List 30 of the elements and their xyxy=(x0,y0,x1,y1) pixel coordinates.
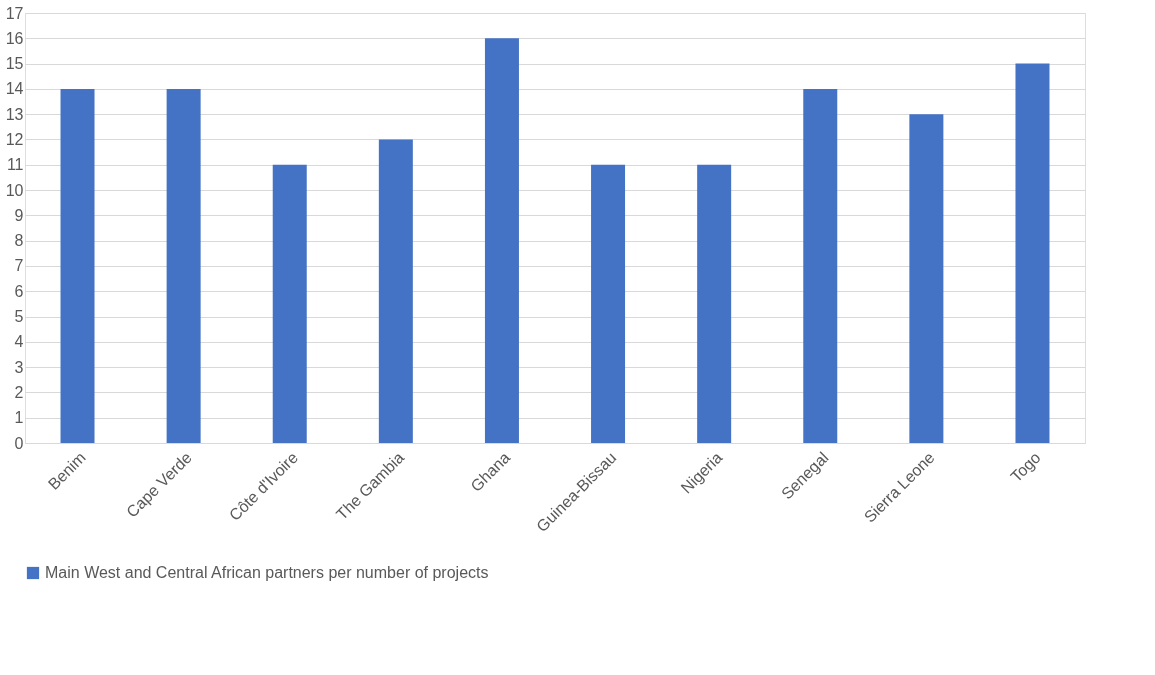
y-tick-label: 8 xyxy=(14,232,24,250)
y-tick-label: 0 xyxy=(14,434,24,452)
y-tick-label: 5 xyxy=(14,308,24,326)
legend-label: Main West and Central African partners per number of projects xyxy=(45,564,489,581)
y-tick-label: 3 xyxy=(14,358,24,376)
y-tick-label: 15 xyxy=(5,55,24,73)
y-tick-label: 16 xyxy=(5,29,24,47)
y-tick-label: 17 xyxy=(5,4,24,22)
y-tick-label: 14 xyxy=(5,80,24,98)
bar xyxy=(909,114,944,443)
y-tick-label: 9 xyxy=(14,206,24,224)
y-tick-label: 7 xyxy=(14,257,24,275)
bar xyxy=(591,164,626,443)
y-tick-label: 6 xyxy=(14,282,24,300)
bar xyxy=(484,38,519,443)
bar xyxy=(1015,63,1050,443)
bar xyxy=(697,164,732,443)
y-tick-label: 4 xyxy=(14,333,24,351)
bar xyxy=(166,88,201,443)
bar xyxy=(272,164,307,443)
y-tick-label: 13 xyxy=(5,105,24,123)
bar xyxy=(60,88,95,443)
y-tick-label: 1 xyxy=(14,409,24,427)
y-tick-label: 10 xyxy=(5,181,24,199)
bar xyxy=(378,139,413,443)
y-tick-label: 12 xyxy=(5,130,24,148)
bar xyxy=(803,88,838,443)
y-tick-label: 2 xyxy=(14,383,24,401)
y-tick-label: 11 xyxy=(6,156,24,174)
x-tick-label: Togo xyxy=(1007,448,1044,486)
